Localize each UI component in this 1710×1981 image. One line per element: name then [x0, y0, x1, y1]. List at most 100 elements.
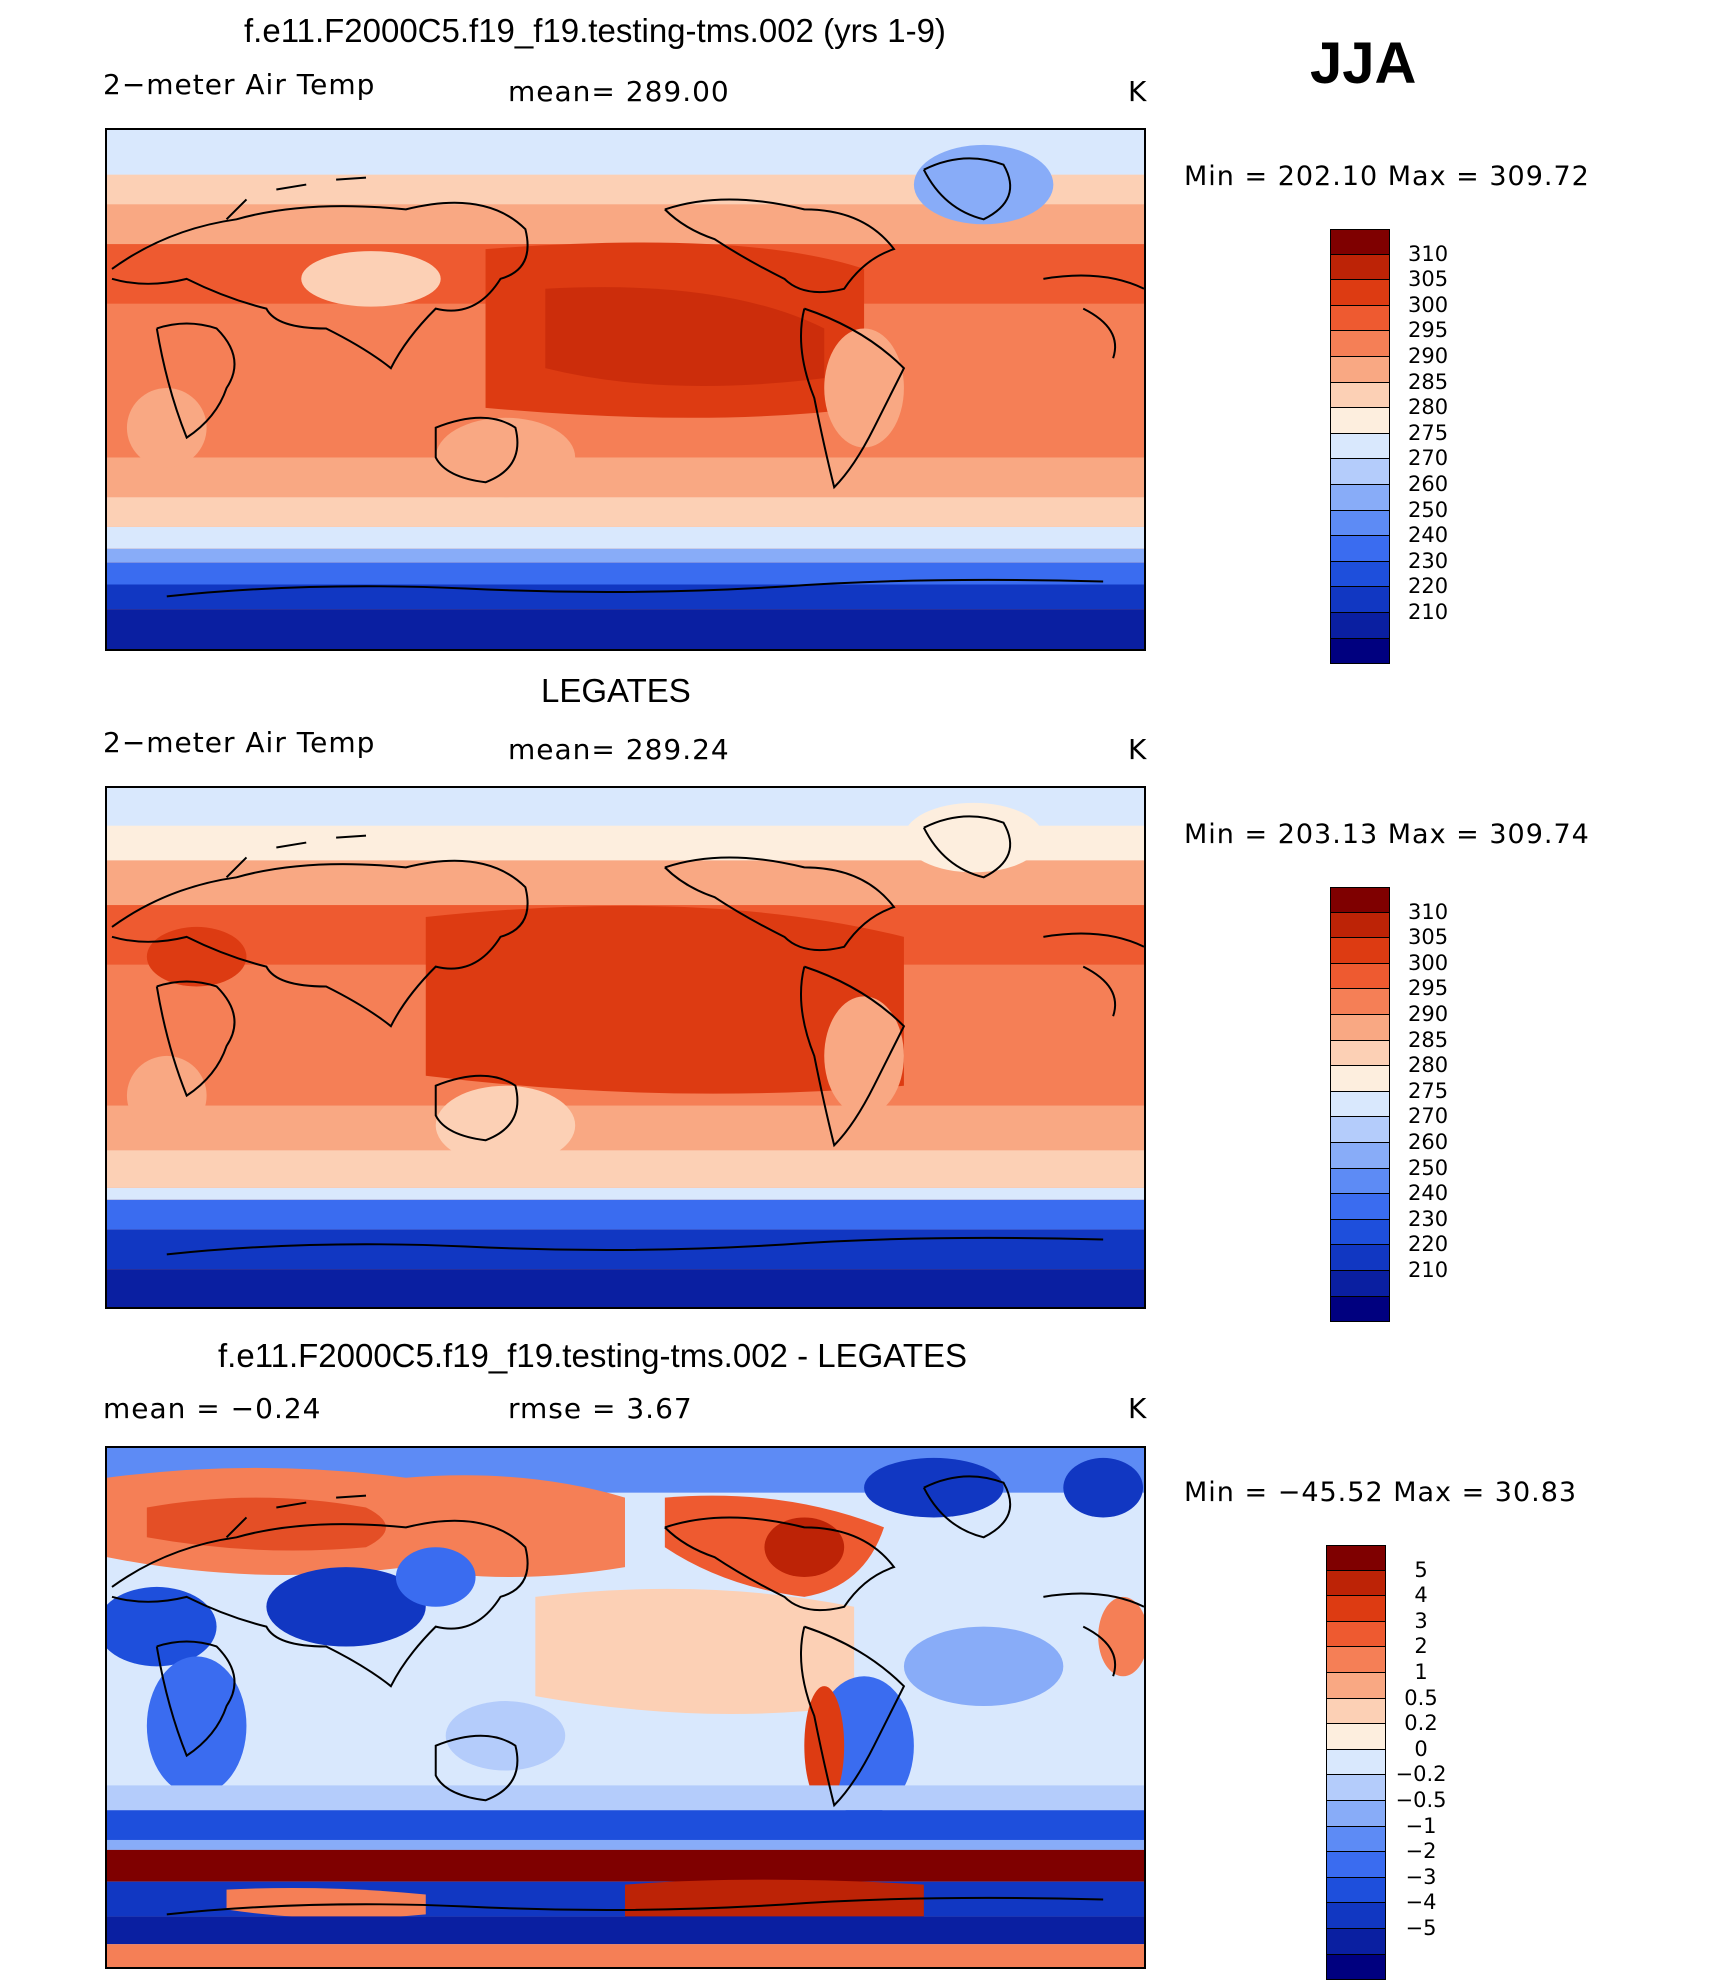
colorbar-swatch: [1326, 1673, 1386, 1699]
colorbar-tick-label: −2: [1405, 1839, 1437, 1864]
colorbar-swatch: [1330, 1066, 1390, 1092]
colorbar-tick-label: −5: [1405, 1916, 1437, 1940]
colorbar-swatch: [1330, 613, 1390, 639]
panel-2-variable-label: 2−meter Air Temp: [103, 726, 376, 759]
colorbar-swatch: [1330, 1143, 1390, 1169]
colorbar-swatch: [1330, 561, 1390, 588]
colorbar-tick-label: 0.2: [1404, 1711, 1438, 1736]
colorbar-frame: [1330, 887, 1390, 1323]
colorbar-tick-label: 310: [1408, 241, 1449, 266]
colorbar-swatch: [1330, 1015, 1390, 1041]
colorbar-tick-label: −0.2: [1395, 1762, 1447, 1787]
colorbar-tick-label: 4: [1414, 1583, 1428, 1608]
colorbar-swatch: [1330, 1168, 1390, 1195]
colorbar-swatch: [1330, 305, 1390, 332]
colorbar-swatch: [1330, 536, 1390, 562]
colorbar-swatch: [1326, 1852, 1386, 1878]
panel-3-minmax: Min = −45.52 Max = 30.83: [1184, 1477, 1578, 1508]
colorbar-swatch: [1330, 587, 1390, 613]
colorbar-swatch: [1326, 1621, 1386, 1648]
panel-1-temperature-field: [107, 130, 1144, 649]
panel-1-mean-label: mean= 289.00: [508, 75, 730, 108]
panel-2-title: LEGATES: [541, 672, 691, 709]
colorbar-tick-label: 230: [1408, 1206, 1449, 1231]
colorbar-tick-label: −1: [1405, 1813, 1437, 1838]
colorbar-swatch: [1330, 938, 1390, 964]
colorbar-swatch: [1326, 1826, 1386, 1853]
colorbar-swatch: [1330, 433, 1390, 460]
colorbar-swatch: [1326, 1698, 1386, 1725]
colorbar-tick-label: 240: [1408, 1181, 1449, 1206]
colorbar-tick-label: 230: [1408, 548, 1449, 573]
colorbar-swatch: [1330, 989, 1390, 1015]
panel-3-rmse-label: rmse = 3.67: [508, 1392, 693, 1425]
colorbar-tick-label: 295: [1408, 976, 1449, 1001]
colorbar-tick-label: 3: [1414, 1608, 1428, 1633]
colorbar-swatch: [1330, 331, 1390, 357]
colorbar-tick-label: 240: [1408, 523, 1449, 548]
colorbar-tick-label: 250: [1408, 497, 1449, 522]
colorbar-swatch: [1326, 1929, 1386, 1955]
colorbar-swatch: [1330, 1194, 1390, 1220]
colorbar-swatch: [1330, 254, 1390, 281]
colorbar-tick-label: 290: [1408, 344, 1449, 368]
colorbar-swatch: [1330, 912, 1390, 939]
panel-2-units-label: K: [1128, 733, 1148, 766]
colorbar-tick-label: 1: [1414, 1660, 1428, 1684]
colorbar-swatch: [1330, 229, 1390, 255]
panel-3-units-label: K: [1128, 1392, 1148, 1425]
colorbar-swatch: [1326, 1724, 1386, 1750]
colorbar-swatch: [1330, 459, 1390, 485]
colorbar-tick-label: −3: [1405, 1864, 1437, 1889]
colorbar-tick-label: 2: [1414, 1634, 1428, 1659]
colorbar-tick-label: −0.5: [1395, 1788, 1447, 1812]
colorbar-tick-label: 260: [1408, 1130, 1449, 1154]
colorbar-swatch: [1330, 1117, 1390, 1143]
colorbar-swatch: [1326, 1877, 1386, 1904]
colorbar-tick-label: 5: [1414, 1557, 1428, 1582]
colorbar-swatch: [1330, 485, 1390, 511]
colorbar-swatch: [1326, 1903, 1386, 1929]
colorbar-swatch: [1330, 1040, 1390, 1067]
panel-1-title: f.e11.F2000C5.f19_f19.testing-tms.002 (y…: [244, 12, 946, 49]
colorbar-tick-label: 280: [1408, 395, 1449, 420]
panel-3-mean-label: mean = −0.24: [103, 1392, 322, 1425]
colorbar-tick-label: 310: [1408, 899, 1449, 924]
colorbar-tick-label: 260: [1408, 472, 1449, 496]
colorbar-tick-label: 210: [1408, 1258, 1449, 1282]
colorbar-tick-label: 290: [1408, 1002, 1449, 1026]
panel-2-map: [105, 786, 1146, 1309]
panel-2-minmax: Min = 203.13 Max = 309.74: [1184, 819, 1590, 850]
colorbar-swatch: [1330, 1091, 1390, 1118]
panel-2-temperature-field: [107, 788, 1144, 1307]
colorbar-tick-label: 300: [1408, 950, 1449, 975]
colorbar-swatch: [1330, 280, 1390, 306]
colorbar-tick-label: 0: [1414, 1736, 1428, 1761]
panel-3-map: [105, 1446, 1146, 1969]
colorbar-tick-label: 210: [1408, 600, 1449, 624]
colorbar-tick-label: 270: [1408, 446, 1449, 471]
colorbar-swatch: [1326, 1647, 1386, 1673]
panel-1-minmax: Min = 202.10 Max = 309.72: [1184, 161, 1590, 192]
panel-1-map: [105, 128, 1146, 651]
colorbar-swatch: [1330, 357, 1390, 383]
colorbar-tick-label: 305: [1408, 925, 1449, 950]
season-label: JJA: [1310, 31, 1417, 96]
panel-3-title: f.e11.F2000C5.f19_f19.testing-tms.002 - …: [218, 1337, 968, 1374]
panel-3-difference-field: [107, 1448, 1144, 1967]
colorbar-swatch: [1330, 408, 1390, 434]
colorbar-swatch: [1330, 510, 1390, 537]
colorbar-tick-label: 295: [1408, 318, 1449, 343]
colorbar-swatch: [1326, 1775, 1386, 1801]
colorbar-tick-label: −4: [1405, 1890, 1437, 1915]
colorbar-swatch: [1330, 963, 1390, 990]
colorbar-tick-label: 300: [1408, 292, 1449, 317]
colorbar-swatch: [1326, 1749, 1386, 1776]
colorbar-swatch: [1330, 887, 1390, 913]
colorbar-swatch: [1330, 1245, 1390, 1271]
colorbar-tick-label: 305: [1408, 267, 1449, 292]
colorbar-swatch: [1326, 1801, 1386, 1827]
colorbar-tick-label: 220: [1408, 1232, 1449, 1257]
colorbar-tick-label: 280: [1408, 1053, 1449, 1078]
panel-1-variable-label: 2−meter Air Temp: [103, 68, 376, 101]
